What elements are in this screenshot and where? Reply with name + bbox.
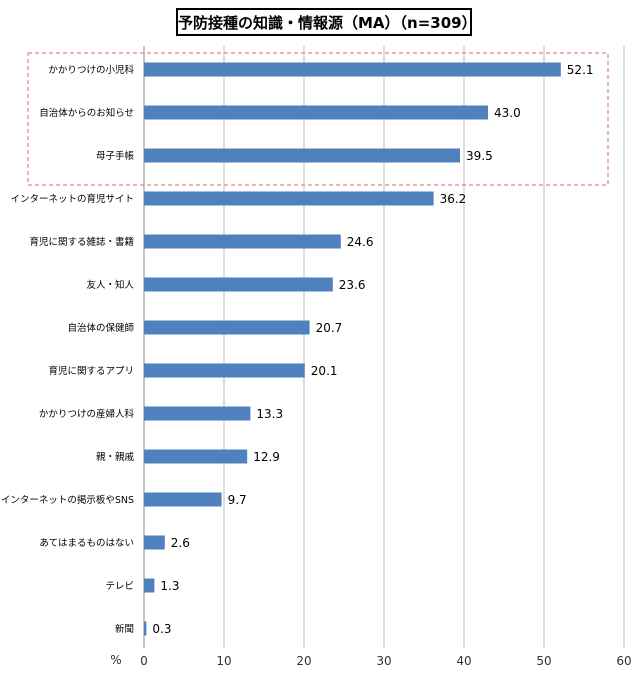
bar [144, 191, 434, 206]
category-label: かかりつけの小児科 [48, 64, 134, 76]
data-label: 24.6 [347, 235, 374, 249]
category-label: 新聞 [115, 623, 134, 635]
data-label: 23.6 [339, 278, 366, 292]
category-label: テレビ [105, 581, 134, 592]
data-label: 52.1 [567, 63, 594, 77]
category-label: 友人・知人 [86, 279, 134, 291]
bar [144, 406, 251, 421]
bar [144, 363, 305, 378]
bar [144, 449, 248, 464]
bar [144, 535, 165, 550]
bar [144, 62, 561, 77]
data-label: 20.1 [311, 364, 338, 378]
bar [144, 234, 341, 249]
category-label: 自治体の保健師 [67, 322, 134, 334]
highlight-box [27, 52, 609, 186]
unit-label: % [110, 653, 121, 667]
x-tick-label: 60 [616, 654, 631, 668]
x-tick-label: 10 [216, 654, 231, 668]
x-tick-label: 0 [140, 654, 148, 668]
chart-title: 予防接種の知識・情報源（MA）（n=309） [176, 8, 477, 36]
category-label: 育児に関する雑誌・書籍 [29, 236, 134, 248]
bar [144, 492, 222, 507]
bar [144, 148, 460, 163]
category-label: あてはまるものはない [39, 538, 134, 549]
data-label: 39.5 [466, 149, 493, 163]
data-label: 13.3 [256, 407, 283, 421]
bar [144, 277, 333, 292]
data-label: 20.7 [316, 321, 343, 335]
bar [144, 578, 155, 593]
data-label: 1.3 [160, 579, 179, 593]
category-label: 親・親戚 [96, 451, 135, 463]
category-label: 自治体からのお知らせ [39, 107, 134, 119]
data-label: 12.9 [253, 450, 280, 464]
data-label: 36.2 [440, 192, 467, 206]
category-label: 育児に関するアプリ [48, 365, 134, 377]
x-tick-label: 30 [376, 654, 391, 668]
bar [144, 105, 488, 120]
category-label: インターネットの掲示板やSNS [1, 494, 134, 506]
data-label: 2.6 [171, 536, 190, 550]
data-label: 0.3 [152, 622, 171, 636]
x-tick-label: 20 [296, 654, 311, 668]
category-label: かかりつけの産婦人科 [39, 408, 135, 420]
data-label: 9.7 [228, 493, 247, 507]
bar [144, 621, 147, 636]
category-label: 母子手帳 [96, 150, 135, 162]
x-tick-label: 50 [536, 654, 551, 668]
category-label: インターネットの育児サイト [10, 193, 134, 205]
data-label: 43.0 [494, 106, 521, 120]
bar [144, 320, 310, 335]
x-tick-label: 40 [456, 654, 471, 668]
